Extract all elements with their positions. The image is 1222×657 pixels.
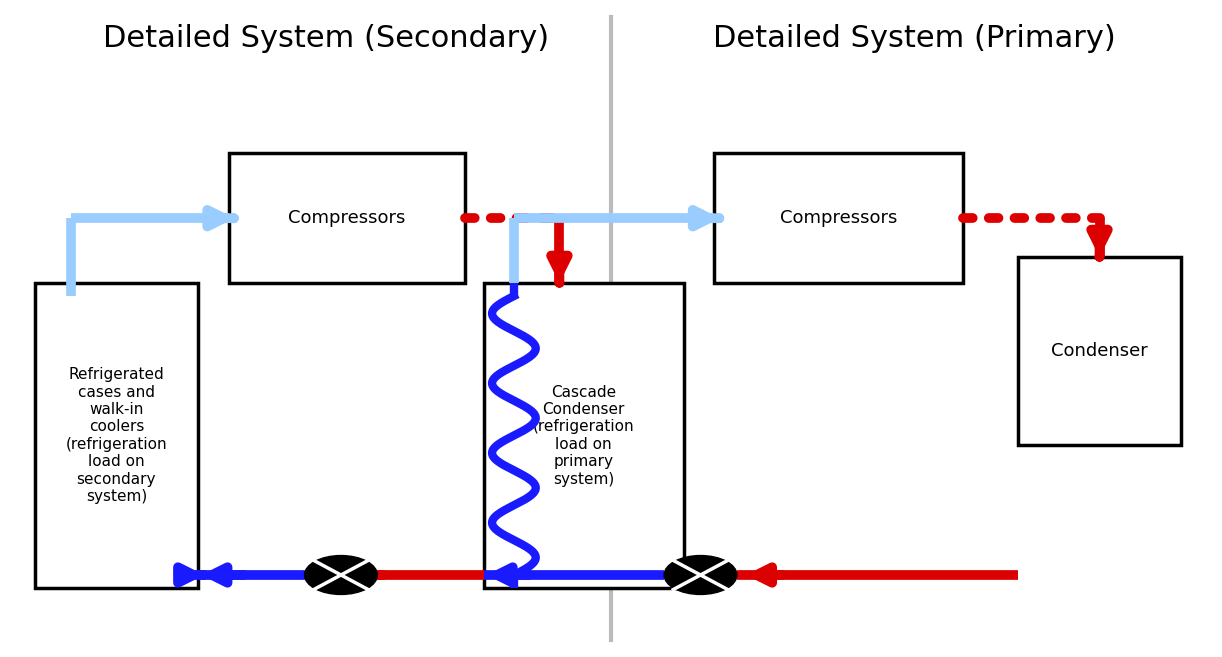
Text: Detailed System (Secondary): Detailed System (Secondary): [103, 24, 549, 53]
Text: Compressors: Compressors: [780, 209, 897, 227]
Text: Detailed System (Primary): Detailed System (Primary): [714, 24, 1116, 53]
FancyBboxPatch shape: [229, 153, 466, 283]
Circle shape: [664, 556, 737, 595]
Text: Condenser: Condenser: [1051, 342, 1147, 360]
FancyBboxPatch shape: [34, 283, 198, 588]
FancyBboxPatch shape: [484, 283, 684, 588]
Text: Cascade
Condenser
(refrigeration
load on
primary
system): Cascade Condenser (refrigeration load on…: [533, 384, 634, 487]
Text: Refrigerated
cases and
walk-in
coolers
(refrigeration
load on
secondary
system): Refrigerated cases and walk-in coolers (…: [66, 367, 167, 504]
FancyBboxPatch shape: [1018, 257, 1182, 445]
Text: Compressors: Compressors: [288, 209, 406, 227]
FancyBboxPatch shape: [714, 153, 963, 283]
Circle shape: [304, 556, 378, 595]
